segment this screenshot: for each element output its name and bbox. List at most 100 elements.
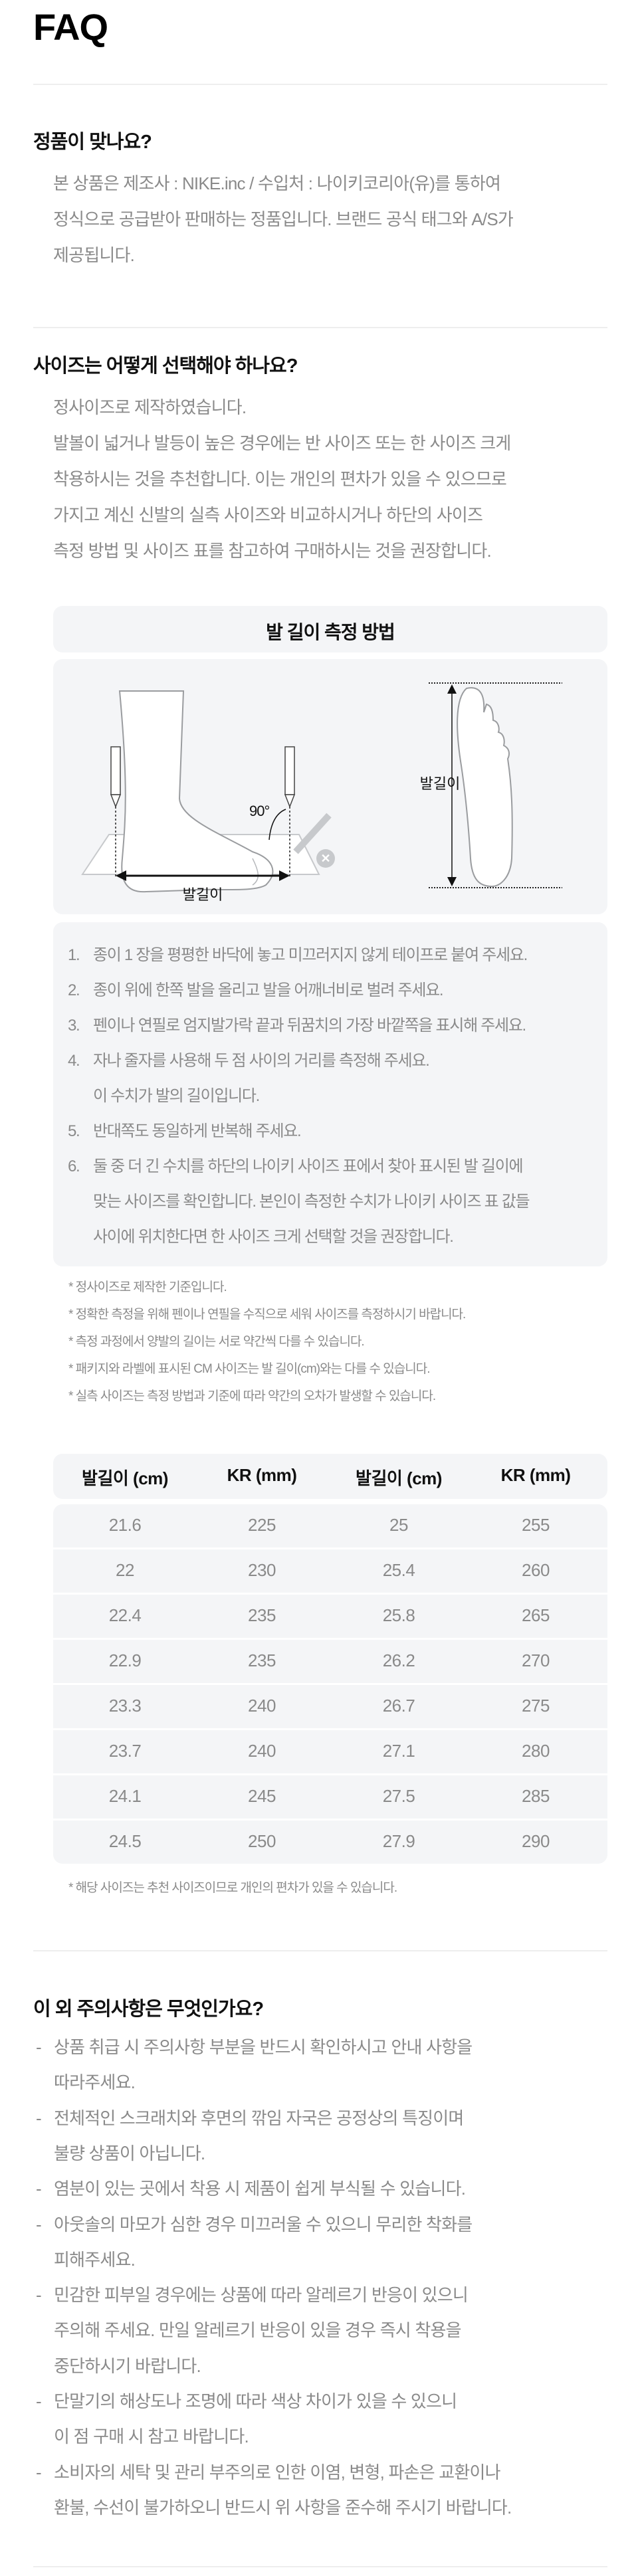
- caution-line: 이 점 구매 시 참고 바랍니다.: [54, 2427, 249, 2447]
- question-title: 사이즈는 어떻게 선택해야 하나요?: [33, 355, 298, 377]
- step-text: 종이 위에 한쪽 발을 올리고 발을 어깨너비로 벌려 주세요.: [93, 981, 444, 999]
- table-cell: 245: [248, 1786, 276, 1806]
- table-cell: 265: [522, 1605, 550, 1625]
- answer-line: 제공됩니다.: [53, 245, 135, 265]
- caution-line: 전체적인 스크래치와 후면의 깎임 자국은 공정상의 특징이며: [54, 2108, 464, 2128]
- side-length-label: 발길이: [183, 886, 223, 903]
- divider: [33, 327, 607, 328]
- table-cell: 23.3: [108, 1696, 142, 1716]
- pencil-right-icon: [284, 746, 296, 878]
- answer-line: 정식으로 공급받아 판매하는 정품입니다. 브랜드 공식 태그와 A/S가: [53, 209, 514, 229]
- table-row: 23.7 240 27.1 280: [53, 1730, 607, 1773]
- caution-line: 염분이 있는 곳에서 착용 시 제품이 쉽게 부식될 수 있습니다.: [54, 2179, 466, 2199]
- table-cell: 27.5: [382, 1786, 415, 1806]
- table-cell: 22.4: [108, 1605, 142, 1625]
- measure-illustration: ✕ 90° 발길이 발길이: [53, 659, 607, 914]
- table-cell: 235: [248, 1605, 276, 1625]
- caution-line: 따라주세요.: [54, 2072, 136, 2093]
- table-row: 24.1 245 27.5 285: [53, 1775, 607, 1819]
- measure-heading: 발 길이 측정 방법: [266, 622, 395, 643]
- table-cell: 27.1: [382, 1741, 415, 1761]
- table-cell: 26.7: [382, 1696, 415, 1716]
- answer-line: 측정 방법 및 사이즈 표를 참고하여 구매하시는 것을 권장합니다.: [53, 541, 492, 561]
- caution-line: 환불, 수선이 불가하오니 반드시 위 사항을 준수해 주시기 바랍니다.: [54, 2497, 512, 2518]
- table-cell: 25.8: [382, 1605, 415, 1625]
- step-text: 펜이나 연필로 엄지발가락 끝과 뒤꿈치의 가장 바깥쪽을 표시해 주세요.: [93, 1017, 526, 1035]
- measure-note: * 실측 사이즈는 측정 방법과 기준에 따라 약간의 오차가 발생할 수 있습…: [68, 1389, 436, 1403]
- table-row: 21.6 225 25 255: [53, 1504, 607, 1547]
- svg-text:✕: ✕: [320, 852, 330, 865]
- question-title: 이 외 주의사항은 무엇인가요?: [33, 1999, 264, 2020]
- step-text: 자나 줄자를 사용해 두 점 사이의 거리를 측정해 주세요.: [93, 1052, 430, 1070]
- page-title: FAQ: [33, 6, 108, 48]
- measure-note: * 정확한 측정을 위해 펜이나 연필을 수직으로 세워 사이즈를 측정하시기 …: [68, 1308, 466, 1322]
- caution-line: 상품 취급 시 주의사항 부분을 반드시 확인하시고 안내 사항을: [54, 2037, 473, 2057]
- step-number: 6.: [68, 1157, 80, 1175]
- column-header: 발길이 (cm): [356, 1468, 442, 1488]
- answer-line: 가지고 계신 신발의 실측 사이즈와 비교하시거나 하단의 사이즈: [53, 505, 483, 525]
- table-cell: 250: [248, 1831, 276, 1851]
- caution-line: 아웃솔의 마모가 심한 경우 미끄러울 수 있으니 무리한 착화를: [54, 2214, 473, 2234]
- bullet-dash: -: [36, 2462, 42, 2482]
- step-text: 맞는 사이즈를 확인합니다. 본인이 측정한 수치가 나이키 사이즈 표 값들: [93, 1193, 530, 1211]
- table-cell: 240: [248, 1696, 276, 1716]
- sole-length-label: 발길이: [420, 775, 461, 792]
- table-cell: 25: [389, 1515, 408, 1535]
- step-text: 이 수치가 발의 길이입니다.: [93, 1087, 260, 1105]
- divider: [33, 2566, 607, 2567]
- table-cell: 24.5: [108, 1831, 142, 1851]
- table-cell: 25.4: [382, 1560, 415, 1580]
- table-cell: 23.7: [108, 1741, 142, 1761]
- bullet-dash: -: [36, 2179, 42, 2199]
- table-cell: 240: [248, 1741, 276, 1761]
- caution-line: 소비자의 세탁 및 관리 부주의로 인한 이염, 변형, 파손은 교환이나: [54, 2462, 501, 2482]
- column-header: KR (mm): [227, 1465, 297, 1485]
- foot-measurement-illustration: ✕ 90° 발길이 발길이: [81, 682, 562, 903]
- table-row: 22 230 25.4 260: [53, 1549, 607, 1593]
- measure-note: * 측정 과정에서 양발의 길이는 서로 약간씩 다를 수 있습니다.: [68, 1335, 365, 1349]
- size-table-footnote: * 해당 사이즈는 추천 사이즈이므로 개인의 편차가 있을 수 있습니다.: [68, 1881, 397, 1895]
- caution-line: 주의해 주세요. 만일 알레르기 반응이 있을 경우 즉시 착용을: [54, 2320, 462, 2341]
- divider: [33, 1950, 607, 1951]
- bullet-dash: -: [36, 2214, 42, 2234]
- table-cell: 26.2: [382, 1650, 415, 1670]
- bullet-dash: -: [36, 2108, 42, 2128]
- step-number: 5.: [68, 1122, 80, 1140]
- bullet-dash: -: [36, 2391, 42, 2411]
- table-cell: 22: [116, 1560, 134, 1580]
- measure-note: * 패키지와 라벨에 표시된 CM 사이즈는 발 길이(cm)와는 다를 수 있…: [68, 1362, 430, 1376]
- side-foot-shape: [118, 690, 274, 893]
- answer-line: 발볼이 넓거나 발등이 높은 경우에는 반 사이즈 또는 한 사이즈 크게: [53, 433, 511, 453]
- column-header: KR (mm): [500, 1465, 571, 1485]
- measure-note: * 정사이즈로 제작한 기준입니다.: [68, 1280, 227, 1294]
- table-row: 22.9 235 26.2 270: [53, 1640, 607, 1683]
- step-text: 사이에 위치한다면 한 사이즈 크게 선택할 것을 권장합니다.: [93, 1228, 454, 1246]
- measure-heading-box: 발 길이 측정 방법: [53, 606, 607, 652]
- table-cell: 285: [522, 1786, 550, 1806]
- table-cell: 24.1: [108, 1786, 142, 1806]
- table-cell: 22.9: [108, 1650, 142, 1670]
- caution-line: 중단하시기 바랍니다.: [54, 2355, 201, 2376]
- answer-line: 본 상품은 제조사 : NIKE.inc / 수입처 : 나이키코리아(유)를 …: [53, 173, 501, 193]
- step-text: 종이 1 장을 평평한 바닥에 놓고 미끄러지지 않게 테이프로 붙여 주세요.: [93, 946, 528, 964]
- measure-steps-box: 1. 종이 1 장을 평평한 바닥에 놓고 미끄러지지 않게 테이프로 붙여 주세…: [53, 922, 607, 1266]
- table-cell: 225: [248, 1515, 276, 1535]
- step-text: 둘 중 더 긴 수치를 하단의 나이키 사이즈 표에서 찾아 표시된 발 길이에: [93, 1157, 524, 1175]
- table-cell: 270: [522, 1650, 550, 1670]
- table-cell: 21.6: [108, 1515, 142, 1535]
- caution-line: 민감한 피부일 경우에는 상품에 따라 알레르기 반응이 있으니: [54, 2285, 469, 2306]
- caution-line: 피해주세요.: [54, 2249, 136, 2270]
- table-row: 22.4 235 25.8 265: [53, 1595, 607, 1638]
- column-header: 발길이 (cm): [82, 1468, 168, 1488]
- step-number: 2.: [68, 981, 80, 999]
- step-number: 1.: [68, 946, 80, 964]
- sole-shape: [457, 687, 513, 888]
- size-table-header: 발길이 (cm) KR (mm) 발길이 (cm) KR (mm): [53, 1454, 607, 1499]
- caution-line: 불량 상품이 아닙니다.: [54, 2143, 205, 2163]
- bullet-dash: -: [36, 2285, 42, 2306]
- table-cell: 235: [248, 1650, 276, 1670]
- step-number: 4.: [68, 1052, 80, 1070]
- answer-line: 착용하시는 것을 추천합니다. 이는 개인의 편차가 있을 수 있으므로: [53, 469, 507, 489]
- step-text: 반대쪽도 동일하게 반복해 주세요.: [93, 1122, 302, 1140]
- step-number: 3.: [68, 1017, 80, 1035]
